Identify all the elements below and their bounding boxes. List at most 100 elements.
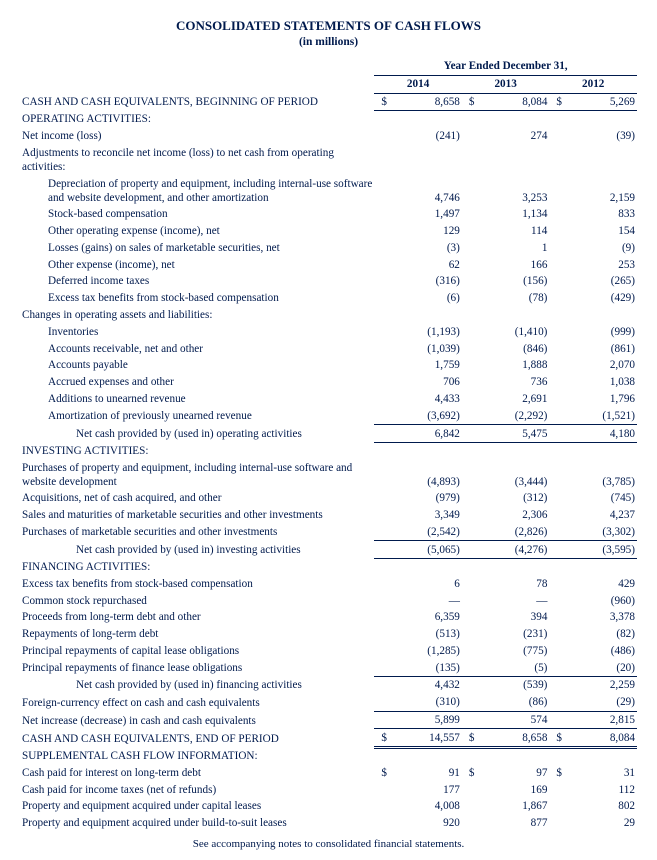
row-label: Net cash provided by (used in) operating…	[20, 425, 374, 443]
currency-symbol	[462, 711, 477, 729]
table-row: Net cash provided by (used in) financing…	[20, 677, 637, 694]
currency-symbol	[374, 128, 389, 145]
cell-value: 78	[476, 575, 549, 592]
currency-symbol	[549, 374, 564, 391]
currency-symbol	[462, 144, 477, 175]
cell-value: 5,899	[389, 711, 462, 729]
currency-symbol	[374, 659, 389, 676]
currency-symbol	[374, 442, 389, 459]
table-row: Net cash provided by (used in) operating…	[20, 425, 637, 443]
row-label: Other expense (income), net	[20, 256, 374, 273]
cell-value: (265)	[564, 273, 637, 290]
row-label: Repayments of long-term debt	[20, 626, 374, 643]
table-row: Additions to unearned revenue4,4332,6911…	[20, 391, 637, 408]
cell-value: (3,444)	[476, 459, 549, 490]
row-label: Sales and maturities of marketable secur…	[20, 507, 374, 524]
cell-value: (9)	[564, 240, 637, 257]
cell-value: (3)	[389, 240, 462, 257]
currency-symbol	[462, 575, 477, 592]
currency-symbol	[462, 643, 477, 660]
cell-value: 97	[476, 764, 549, 781]
cell-value: (1,285)	[389, 643, 462, 660]
currency-symbol	[374, 273, 389, 290]
cell-value: 877	[476, 815, 549, 832]
currency-symbol: $	[549, 764, 564, 781]
table-row: Excess tax benefits from stock-based com…	[20, 290, 637, 307]
table-row: Amortization of previously unearned reve…	[20, 407, 637, 424]
currency-symbol	[549, 144, 564, 175]
cell-value: 1,796	[564, 391, 637, 408]
currency-symbol	[374, 781, 389, 798]
currency-symbol	[462, 407, 477, 424]
currency-symbol	[549, 575, 564, 592]
currency-symbol	[549, 425, 564, 443]
currency-symbol	[549, 307, 564, 324]
currency-symbol	[549, 442, 564, 459]
cell-value: 394	[476, 609, 549, 626]
cell-value: 6,842	[389, 425, 462, 443]
currency-symbol	[549, 391, 564, 408]
currency-symbol	[374, 677, 389, 694]
cell-value: 154	[564, 223, 637, 240]
currency-symbol	[549, 559, 564, 576]
cell-value: 802	[564, 798, 637, 815]
currency-symbol	[374, 815, 389, 832]
currency-symbol	[462, 798, 477, 815]
col-year-2013: 2013	[462, 75, 550, 93]
table-row: Cash paid for income taxes (net of refun…	[20, 781, 637, 798]
cell-value: (231)	[476, 626, 549, 643]
cell-value: 4,433	[389, 391, 462, 408]
currency-symbol	[374, 507, 389, 524]
cell-value	[476, 559, 549, 576]
table-row: FINANCING ACTIVITIES:	[20, 559, 637, 576]
currency-symbol	[549, 323, 564, 340]
cell-value: (135)	[389, 659, 462, 676]
cell-value: 1	[476, 240, 549, 257]
currency-symbol	[462, 507, 477, 524]
row-label: Stock-based compensation	[20, 206, 374, 223]
currency-symbol: $	[462, 764, 477, 781]
row-label: Depreciation of property and equipment, …	[20, 175, 374, 206]
cell-value: 1,497	[389, 206, 462, 223]
row-label: SUPPLEMENTAL CASH FLOW INFORMATION:	[20, 748, 374, 765]
col-header-span: Year Ended December 31,	[374, 58, 637, 75]
currency-symbol	[549, 223, 564, 240]
cell-value: 2,815	[564, 711, 637, 729]
cell-value: 1,038	[564, 374, 637, 391]
cell-value: 4,432	[389, 677, 462, 694]
cell-value	[476, 442, 549, 459]
currency-symbol	[462, 273, 477, 290]
cell-value: 31	[564, 764, 637, 781]
col-year-2014: 2014	[374, 75, 462, 93]
row-label: Deferred income taxes	[20, 273, 374, 290]
currency-symbol	[462, 175, 477, 206]
currency-symbol	[549, 273, 564, 290]
cell-value: 4,237	[564, 507, 637, 524]
currency-symbol	[549, 592, 564, 609]
currency-symbol	[549, 659, 564, 676]
table-row: Principal repayments of capital lease ob…	[20, 643, 637, 660]
currency-symbol	[549, 240, 564, 257]
currency-symbol	[374, 256, 389, 273]
table-row: CASH AND CASH EQUIVALENTS, BEGINNING OF …	[20, 93, 637, 111]
currency-symbol	[549, 541, 564, 559]
currency-symbol	[462, 781, 477, 798]
doc-title: CONSOLIDATED STATEMENTS OF CASH FLOWS	[20, 18, 637, 34]
cell-value: (979)	[389, 490, 462, 507]
cell-value	[564, 748, 637, 765]
currency-symbol	[374, 206, 389, 223]
table-row: Accrued expenses and other7067361,038	[20, 374, 637, 391]
currency-symbol	[462, 111, 477, 128]
row-label: Changes in operating assets and liabilit…	[20, 307, 374, 324]
currency-symbol	[549, 206, 564, 223]
cell-value	[389, 144, 462, 175]
footnote: See accompanying notes to consolidated f…	[20, 832, 637, 850]
cell-value: (20)	[564, 659, 637, 676]
row-label: Property and equipment acquired under bu…	[20, 815, 374, 832]
doc-subtitle: (in millions)	[20, 36, 637, 48]
table-row: Stock-based compensation1,4971,134833	[20, 206, 637, 223]
currency-symbol	[462, 374, 477, 391]
row-label: Accounts payable	[20, 357, 374, 374]
cell-value: 3,349	[389, 507, 462, 524]
currency-symbol	[374, 609, 389, 626]
